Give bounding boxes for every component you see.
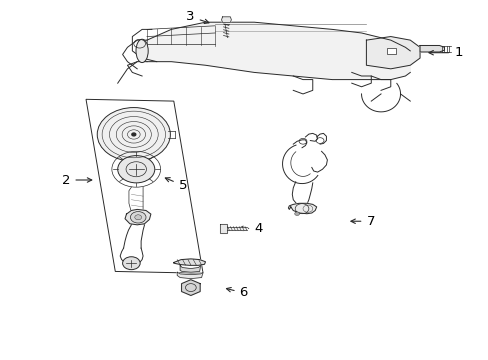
Text: 1: 1 (428, 46, 462, 59)
Text: 2: 2 (62, 174, 92, 186)
Polygon shape (177, 272, 203, 279)
Polygon shape (221, 17, 231, 23)
Text: 3: 3 (186, 10, 208, 23)
Circle shape (132, 133, 136, 136)
Polygon shape (288, 203, 316, 214)
Circle shape (122, 257, 140, 270)
Text: 6: 6 (226, 287, 247, 300)
Polygon shape (419, 45, 444, 52)
Text: 5: 5 (165, 177, 187, 192)
Polygon shape (86, 99, 203, 273)
Polygon shape (220, 224, 227, 233)
Polygon shape (181, 280, 200, 296)
Polygon shape (227, 226, 246, 230)
Polygon shape (180, 265, 200, 272)
Polygon shape (125, 210, 151, 225)
Circle shape (97, 108, 170, 161)
Polygon shape (147, 22, 409, 80)
Text: 7: 7 (350, 215, 374, 228)
Ellipse shape (136, 39, 148, 63)
Circle shape (118, 156, 155, 183)
Bar (386, 48, 395, 54)
Text: 4: 4 (238, 222, 262, 235)
Circle shape (130, 212, 146, 223)
Circle shape (135, 215, 142, 220)
Polygon shape (173, 259, 205, 265)
Polygon shape (366, 37, 419, 69)
Circle shape (294, 212, 299, 216)
